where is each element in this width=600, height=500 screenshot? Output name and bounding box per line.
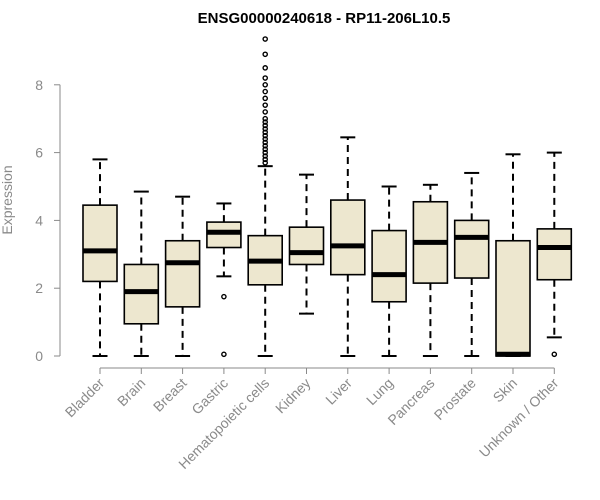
outlier-point: [262, 36, 269, 42]
box-hematopoietic-cells: [247, 36, 283, 357]
outlier-point: [262, 119, 269, 125]
box-unknown-other: [536, 151, 573, 358]
outlier-point: [262, 139, 269, 146]
iqr-box: [123, 263, 160, 325]
outlier-point: [262, 149, 269, 156]
outlier-point: [262, 153, 269, 159]
outlier-point: [221, 293, 227, 300]
outlier-point: [262, 82, 269, 88]
outlier-point: [262, 51, 269, 58]
outlier-point: [262, 122, 269, 129]
outlier-point: [262, 136, 269, 142]
x-tick-label: Bladder: [62, 375, 108, 421]
box-prostate: [453, 171, 490, 357]
iqr-box: [371, 229, 407, 303]
iqr-box: [495, 239, 531, 357]
box-liver: [329, 136, 366, 357]
outlier-point: [262, 126, 269, 132]
box-gastric: [206, 202, 242, 358]
outlier-point: [262, 115, 269, 122]
box-breast: [164, 195, 201, 357]
outlier-point: [262, 159, 269, 166]
box-bladder: [82, 158, 118, 357]
y-tick-label: 4: [35, 212, 43, 228]
iqr-box: [82, 204, 118, 283]
x-tick-label: Liver: [322, 375, 355, 408]
x-tick-label: Kidney: [272, 375, 314, 417]
outlier-point: [262, 143, 269, 149]
box-pancreas: [412, 183, 449, 357]
outlier-point: [262, 132, 269, 139]
outlier-point: [221, 351, 227, 358]
outlier-point: [262, 75, 269, 81]
box-brain: [123, 190, 160, 357]
iqr-box: [288, 226, 325, 266]
box-lung: [371, 185, 407, 357]
iqr-box: [164, 239, 201, 308]
outlier-point: [262, 65, 269, 71]
iqr-box: [329, 199, 366, 276]
x-tick-label: Brain: [114, 375, 148, 409]
outlier-point: [551, 351, 558, 358]
box-skin: [495, 153, 531, 357]
x-tick-label: Breast: [150, 375, 190, 415]
outlier-point: [262, 146, 269, 153]
y-tick-label: 0: [35, 348, 43, 364]
y-axis-label: Expression: [0, 165, 15, 234]
y-tick-label: 2: [35, 280, 43, 296]
y-tick-label: 8: [35, 77, 43, 93]
box-group: [82, 36, 573, 358]
iqr-box: [453, 219, 490, 279]
outlier-point: [262, 88, 269, 95]
outlier-point: [262, 95, 269, 102]
y-tick-label: 6: [35, 145, 43, 161]
x-tick-label: Skin: [490, 375, 521, 406]
outlier-point: [262, 156, 269, 163]
iqr-box: [206, 221, 242, 249]
outlier-point: [262, 129, 269, 136]
outlier-point: [262, 102, 269, 108]
iqr-box: [536, 228, 573, 281]
y-axis: 0 2 4 6 8: [35, 77, 61, 364]
x-tick-label: Prostate: [431, 375, 479, 423]
outlier-point: [262, 109, 269, 115]
x-tick-label: Lung: [363, 375, 396, 408]
chart-title: ENSG00000240618 - RP11-206L10.5: [198, 10, 451, 27]
box-kidney: [288, 173, 325, 315]
